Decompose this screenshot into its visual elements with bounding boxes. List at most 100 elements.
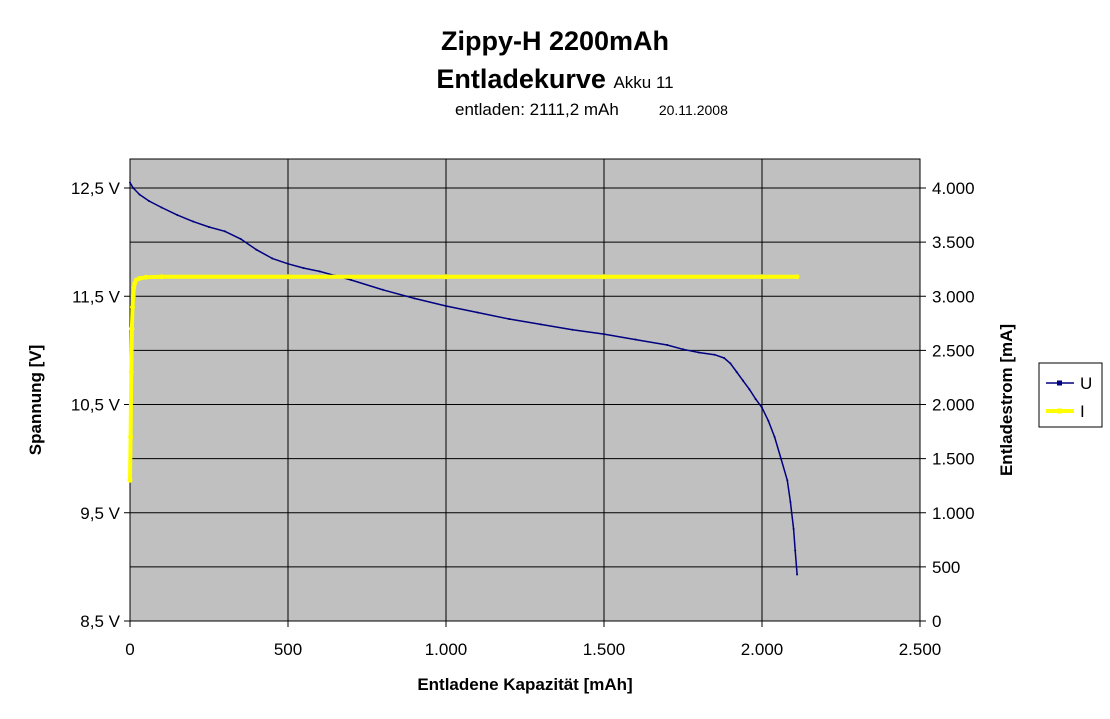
series-point-i — [131, 285, 137, 291]
series-point-u — [381, 288, 384, 291]
plot-area — [129, 158, 921, 622]
legend-marker-u — [1057, 380, 1062, 386]
series-point-u — [192, 220, 195, 223]
x-tick-label: 1.500 — [583, 640, 626, 659]
legend-box — [1038, 362, 1103, 428]
series-point-i — [136, 275, 142, 281]
series-point-u — [413, 297, 416, 300]
series-point-u — [789, 500, 792, 503]
series-point-u — [255, 248, 258, 251]
series-point-u — [723, 356, 726, 359]
y-right-tick-label: 0 — [932, 612, 941, 631]
series-point-u — [748, 388, 751, 391]
series-point-i — [759, 274, 765, 280]
series-point-u — [147, 199, 150, 202]
series-point-u — [767, 419, 770, 422]
y-axis-left-label: Spannung [V] — [26, 345, 45, 455]
series-point-u — [476, 311, 479, 314]
y-left-tick-label: 12,5 V — [71, 179, 121, 198]
series-point-i — [285, 274, 291, 280]
series-point-u — [761, 406, 763, 409]
series-point-u — [754, 398, 757, 401]
chart-subtitle-small: Akku 11 — [613, 73, 674, 92]
series-point-u — [223, 230, 226, 233]
series-point-u — [786, 479, 789, 482]
grid-lines — [130, 159, 920, 621]
series-point-i — [127, 477, 133, 483]
x-tick-label: 1.000 — [425, 640, 468, 659]
y-right-tick-label: 3.000 — [932, 287, 975, 306]
series-point-u — [208, 225, 210, 228]
series-point-i — [128, 434, 134, 440]
chart-subtitle: Entladekurve Akku 11 — [0, 64, 1110, 95]
series-point-u — [773, 435, 776, 438]
legend-label-i: I — [1080, 402, 1085, 421]
series-group — [127, 181, 800, 576]
series-point-i — [143, 274, 149, 280]
y-axis-right-ticks: 4.000 3.500 3.000 2.500 2.000 1.500 1.000 500 0 — [920, 179, 975, 631]
series-point-u — [729, 362, 732, 365]
x-axis-label: Entladene Kapazität [mAh] — [417, 675, 632, 694]
x-tick-label: 500 — [274, 640, 302, 659]
series-point-u — [239, 237, 242, 240]
x-tick-label: 2.000 — [741, 640, 784, 659]
x-tick-label: 0 — [125, 640, 134, 659]
y-right-tick-label: 2.500 — [932, 341, 975, 360]
series-point-u — [742, 379, 745, 382]
chart-date: 20.11.2008 — [658, 102, 728, 118]
series-point-u — [796, 573, 799, 576]
y-right-tick-label: 2.000 — [932, 396, 975, 415]
series-point-u — [571, 328, 574, 331]
series-point-i — [159, 274, 165, 280]
series-point-u — [539, 323, 542, 326]
x-tick-label: 2.500 — [899, 640, 942, 659]
series-point-u — [129, 181, 131, 184]
y-right-tick-label: 4.000 — [932, 179, 975, 198]
chart-subtitle-main: Entladekurve — [436, 64, 606, 94]
series-point-i — [130, 304, 136, 310]
chart-title: Zippy-H 2200mAh — [440, 26, 670, 56]
y-right-tick-label: 3.500 — [932, 233, 975, 252]
series-point-u — [287, 262, 289, 265]
y-left-tick-label: 8,5 V — [80, 612, 120, 631]
series-point-u — [445, 304, 447, 307]
discharge-summary: entladen: 2111,2 mAh — [455, 100, 619, 119]
y-left-tick-label: 11,5 V — [72, 287, 121, 306]
series-point-u — [713, 353, 716, 356]
x-axis-ticks: 0 500 1.000 1.500 2.000 2.500 — [125, 621, 941, 659]
series-point-u — [176, 214, 179, 217]
series-point-u — [302, 267, 305, 270]
legend-label-u: U — [1080, 374, 1092, 393]
series-point-i — [130, 293, 136, 299]
y-axis-right-label: Entladestrom [mA] — [997, 324, 1016, 476]
legend: UI — [1038, 362, 1103, 428]
y-right-tick-label: 1.500 — [932, 450, 975, 469]
series-point-u — [735, 371, 738, 374]
series-point-u — [318, 270, 321, 273]
y-right-tick-label: 1.000 — [932, 504, 975, 523]
series-point-u — [138, 193, 141, 196]
series-point-u — [697, 351, 700, 354]
series-point-u — [160, 206, 163, 209]
chart-subtitle-2: entladen: 2111,2 mAh 20.11.2008 — [455, 100, 728, 120]
series-point-i — [794, 274, 800, 280]
series-point-u — [603, 333, 605, 336]
series-point-u — [682, 348, 684, 351]
series-point-u — [634, 338, 637, 341]
series-point-i — [443, 274, 449, 280]
y-left-tick-label: 9,5 V — [80, 504, 120, 523]
series-point-u — [666, 343, 669, 346]
y-axis-left-ticks: 12,5 V 11,5 V 10,5 V 9,5 V 8,5 V — [71, 179, 130, 631]
series-point-u — [350, 279, 353, 282]
series-point-i — [128, 369, 134, 375]
legend-marker-i — [1057, 408, 1062, 414]
series-point-u — [794, 549, 797, 552]
series-point-u — [508, 317, 511, 320]
series-point-u — [271, 257, 274, 260]
series-point-u — [792, 527, 795, 530]
y-left-tick-label: 10,5 V — [71, 396, 121, 415]
series-point-i — [129, 326, 135, 332]
series-point-i — [601, 274, 607, 280]
series-point-u — [779, 457, 782, 460]
